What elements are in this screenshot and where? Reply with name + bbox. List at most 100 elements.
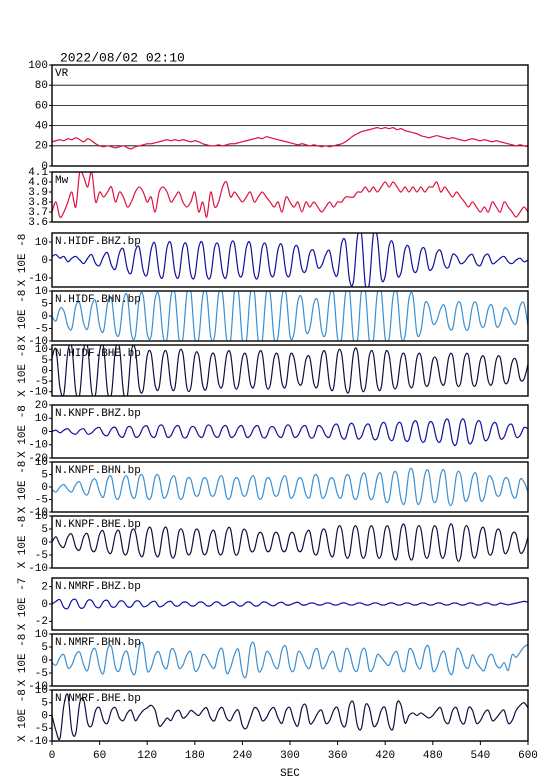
panel-frame <box>51 290 529 342</box>
panel-frame <box>51 404 529 459</box>
y-tick-label: 10 <box>35 511 48 523</box>
y-tick-label: 5 <box>41 642 48 654</box>
y-tick-label: 10 <box>35 344 48 356</box>
y-tick-label: 0 <box>41 482 48 494</box>
y-tick-label: 0 <box>41 599 48 611</box>
y-tick-label: 10 <box>35 629 48 641</box>
x-tick-label: 360 <box>328 750 348 762</box>
panel-frame <box>51 171 529 223</box>
y-axis-label: X 10E -7 <box>17 578 29 631</box>
y-axis-label: X 10E -8 <box>17 516 29 569</box>
x-tick-label: 300 <box>280 750 300 762</box>
y-tick-label: 20 <box>35 400 48 412</box>
panel-frame <box>51 577 529 631</box>
y-axis-label: X 10E -8 <box>17 689 29 742</box>
y-tick-label: 10 <box>35 237 48 249</box>
y-tick-label: -5 <box>35 323 48 335</box>
x-tick-label: 0 <box>49 750 56 762</box>
panel-label: N.HIDF.BHZ.bp <box>55 236 141 248</box>
panel-frame <box>51 633 529 687</box>
chart-title: 2022/08/02 02:10 <box>60 50 185 65</box>
y-tick-label: -5 <box>35 723 48 735</box>
panel-label: Mw <box>55 175 69 187</box>
x-tick-label: 480 <box>423 750 443 762</box>
y-axis-label: X 10E -8 <box>17 634 29 687</box>
x-tick-label: 540 <box>470 750 490 762</box>
x-tick-label: 420 <box>375 750 395 762</box>
y-tick-label: 10 <box>35 457 48 469</box>
y-tick-label: 0 <box>41 255 48 267</box>
y-tick-label: 0 <box>41 655 48 667</box>
y-tick-label: -5 <box>35 376 48 388</box>
x-tick-label: 600 <box>518 750 538 762</box>
y-tick-label: -2 <box>35 616 48 628</box>
y-tick-label: 3.9 <box>28 187 48 199</box>
y-tick-label: 10 <box>35 286 48 298</box>
waveform <box>52 172 528 218</box>
y-axis-label: X 10E -8 <box>17 290 29 343</box>
y-tick-label: 5 <box>41 524 48 536</box>
y-tick-label: 4.1 <box>28 167 48 179</box>
y-tick-label: -5 <box>35 494 48 506</box>
panel-label: N.HIDF.BHE.bp <box>55 348 141 360</box>
panel-frame <box>51 64 529 167</box>
panel-label: N.HIDF.BHN.bp <box>55 294 141 306</box>
y-tick-label: 0 <box>41 537 48 549</box>
y-axis-label: X 10E -8 <box>17 405 29 458</box>
waveform <box>52 418 528 447</box>
y-tick-label: 10 <box>35 413 48 425</box>
y-tick-label: -5 <box>35 550 48 562</box>
y-tick-label: 5 <box>41 698 48 710</box>
waveform <box>52 291 528 341</box>
y-tick-label: 0 <box>41 161 48 173</box>
x-tick-label: 180 <box>185 750 205 762</box>
waveform <box>52 598 528 610</box>
x-tick-label: 60 <box>93 750 106 762</box>
panel-label: N.NMRF.BHZ.bp <box>55 581 141 593</box>
y-tick-label: 0 <box>41 426 48 438</box>
y-tick-label: 5 <box>41 469 48 481</box>
y-tick-label: -10 <box>28 563 48 575</box>
y-tick-label: 3.7 <box>28 207 48 219</box>
y-tick-label: 4.0 <box>28 177 48 189</box>
panel-frame <box>51 515 529 569</box>
waveform <box>52 641 528 679</box>
x-tick-label: 240 <box>232 750 252 762</box>
y-tick-label: -10 <box>28 440 48 452</box>
panel-label: VR <box>55 68 69 80</box>
panel-label: N.KNPF.BHZ.bp <box>55 408 141 420</box>
waveform <box>52 233 528 287</box>
y-tick-label: 80 <box>35 80 48 92</box>
y-tick-label: 3.8 <box>28 197 48 209</box>
panel-label: N.NMRF.BHN.bp <box>55 637 141 649</box>
y-tick-label: 40 <box>35 121 48 133</box>
panel-label: N.NMRF.BHE.bp <box>55 693 141 705</box>
waveform <box>52 127 528 150</box>
waveform <box>52 523 528 562</box>
y-tick-label: -5 <box>35 668 48 680</box>
waveform <box>52 467 528 507</box>
y-axis-label: X 10E -8 <box>17 461 29 514</box>
y-tick-label: 20 <box>35 141 48 153</box>
y-tick-label: -10 <box>28 336 48 348</box>
y-tick-label: 5 <box>41 355 48 367</box>
panel-frame <box>51 344 529 397</box>
waveform <box>52 693 528 741</box>
panel-label: N.KNPF.BHE.bp <box>55 519 141 531</box>
y-tick-label: -20 <box>28 453 48 465</box>
y-tick-label: 10 <box>35 685 48 697</box>
y-tick-label: 0 <box>41 311 48 323</box>
waveform <box>52 345 528 396</box>
panel-label: N.KNPF.BHN.bp <box>55 465 141 477</box>
y-tick-label: 5 <box>41 298 48 310</box>
y-tick-label: 100 <box>28 60 48 72</box>
y-tick-label: 0 <box>41 365 48 377</box>
panel-frame <box>51 232 529 288</box>
y-tick-label: 60 <box>35 100 48 112</box>
y-tick-label: 2 <box>41 582 48 594</box>
panel-frame <box>51 461 529 513</box>
y-tick-label: -10 <box>28 387 48 399</box>
y-tick-label: 0 <box>41 710 48 722</box>
y-tick-label: -10 <box>28 681 48 693</box>
